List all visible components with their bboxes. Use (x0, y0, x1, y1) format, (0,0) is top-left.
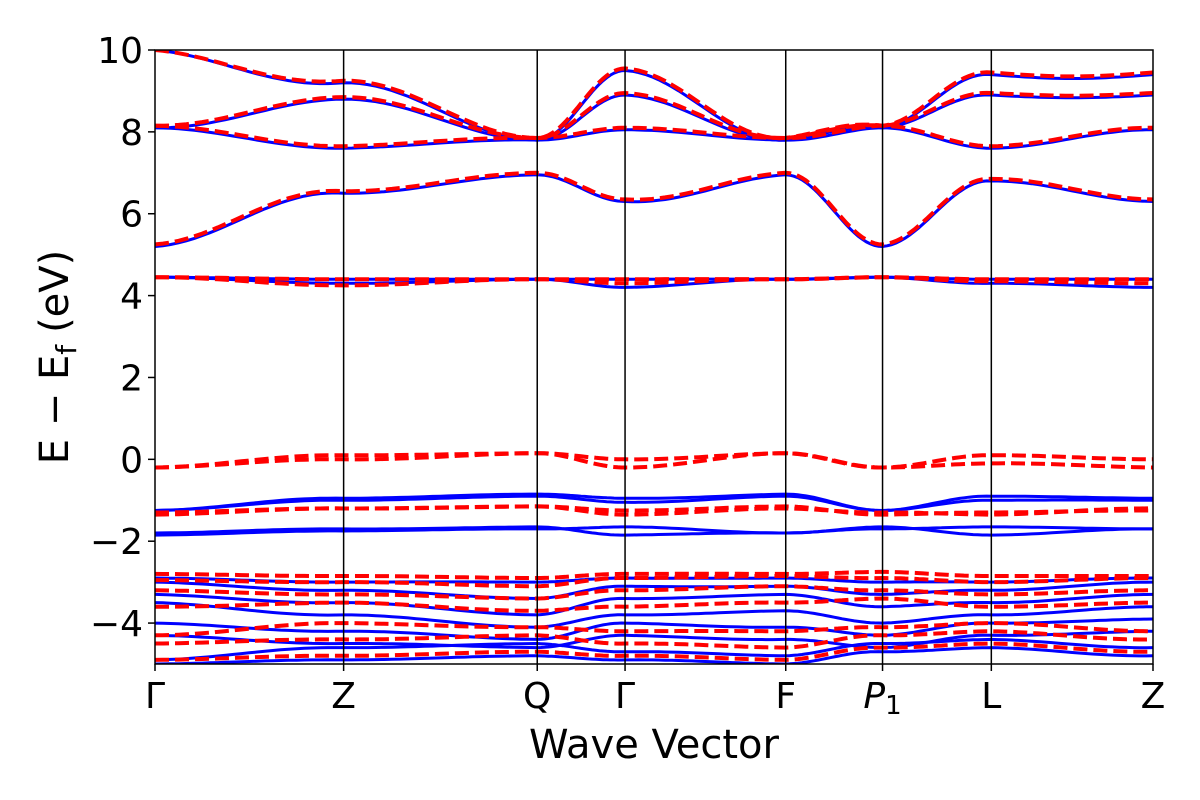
dashed-band-line (155, 621, 1153, 638)
dashed-band-line (155, 451, 1153, 470)
dashed-band-line (155, 629, 1153, 650)
x-tick-label: Z (1141, 676, 1166, 717)
x-axis-ticks: Γ Z Q Γ F P1 L Z (145, 664, 1165, 721)
y-axis-title: E − Ef (eV) (32, 250, 83, 465)
x-tick-label: F (775, 676, 796, 717)
bands-layer (155, 50, 1153, 664)
dashed-band-line (155, 90, 1153, 141)
solid-band-line (155, 525, 1153, 537)
x-tick-label: P1 (863, 676, 901, 721)
solid-band-line (155, 646, 1153, 664)
dashed-band-line (155, 574, 1153, 589)
plot-frame (154, 49, 1154, 665)
solid-band-line (155, 525, 1153, 537)
x-tick-label: Z (331, 676, 356, 717)
series-solid (155, 50, 1153, 664)
y-axis-ticks: −4 −2 0 2 4 6 8 10 (90, 31, 155, 645)
x-tick-label: Γ (615, 676, 635, 717)
dashed-band-line (155, 569, 1153, 580)
dashed-band-line (155, 584, 1153, 601)
y-axis-title-main: E − E (32, 355, 78, 465)
y-tick-label: 8 (120, 113, 143, 154)
dashed-band-line (155, 596, 1153, 613)
solid-band-line (155, 173, 1153, 249)
y-tick-label: 4 (120, 277, 143, 318)
dashed-band-line (155, 451, 1153, 470)
y-axis-title-subscript: f (50, 344, 83, 355)
x-axis-title: Wave Vector (529, 722, 780, 768)
x-tick-label: Q (523, 676, 551, 717)
solid-band-line (155, 629, 1153, 650)
dashed-band-line (155, 123, 1153, 149)
solid-band-line (155, 494, 1153, 512)
series-dashed (155, 50, 1153, 662)
dashed-band-line (155, 504, 1153, 517)
solid-band-line (155, 492, 1153, 513)
y-tick-label: −4 (90, 604, 143, 645)
dashed-band-line (155, 170, 1153, 247)
solid-band-line (155, 617, 1153, 641)
x-tick-label: Γ (145, 676, 165, 717)
y-axis-title-unit: (eV) (32, 250, 78, 333)
kpoint-lines (342, 50, 993, 664)
y-tick-label: 6 (120, 195, 143, 236)
solid-band-line (155, 601, 1153, 629)
y-tick-label: −2 (90, 522, 143, 563)
dashed-band-line (155, 50, 1153, 141)
dashed-band-line (155, 641, 1153, 662)
solid-band-line (155, 637, 1153, 662)
y-tick-label: 10 (97, 31, 143, 72)
y-tick-label: 0 (120, 440, 143, 481)
x-tick-label: L (981, 676, 1001, 717)
dashed-band-line (155, 275, 1153, 282)
y-tick-label: 2 (120, 358, 143, 399)
